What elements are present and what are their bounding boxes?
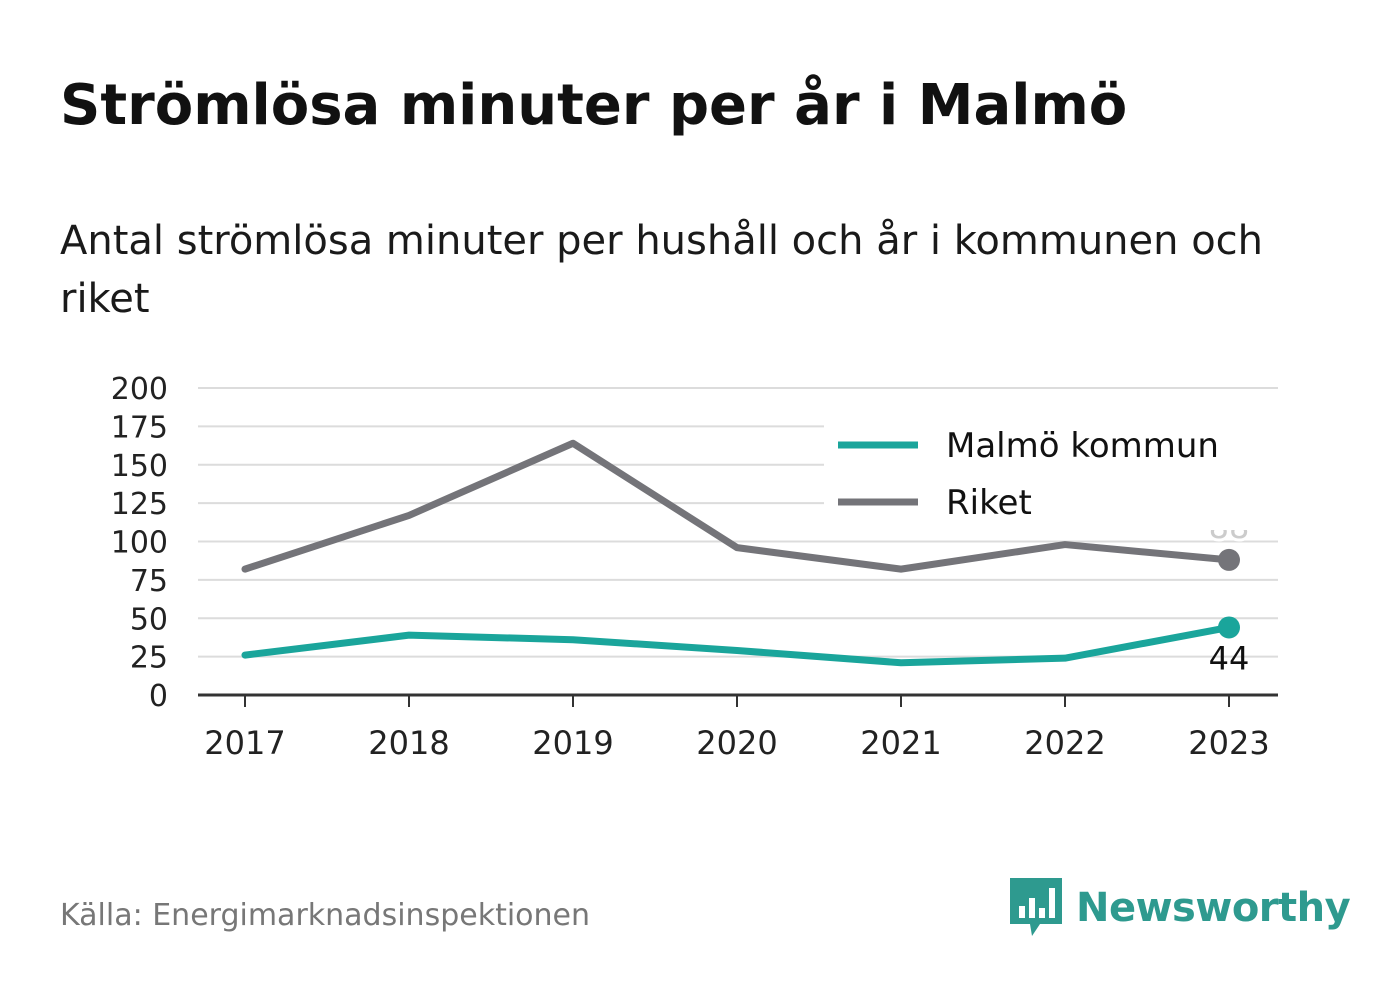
end-value-label: 44 (1209, 639, 1250, 677)
x-tick-label: 2017 (204, 724, 285, 762)
y-tick-label: 175 (111, 410, 168, 445)
bar-chart-speech-bubble-icon (1010, 878, 1062, 936)
series-end-point (1218, 616, 1240, 639)
brand-name: Newsworthy (1076, 885, 1351, 931)
newsworthy-logo: Newsworthy (1010, 878, 1351, 938)
legend-label: Malmö kommun (946, 426, 1219, 466)
legend-background (824, 420, 1280, 530)
y-tick-label: 100 (111, 526, 168, 561)
chart-subtitle: Antal strömlösa minuter per hushåll och … (60, 218, 1264, 322)
y-tick-label: 200 (111, 372, 168, 407)
x-tick-label: 2022 (1024, 724, 1105, 762)
series-line-malmo (241, 623, 1233, 667)
legend: Malmö kommun Riket (824, 420, 1280, 530)
y-tick-label: 0 (149, 679, 168, 714)
y-tick-label: 150 (111, 449, 168, 484)
x-tick-label: 2019 (532, 724, 613, 762)
series-end-point (1218, 548, 1240, 571)
y-tick-label: 75 (130, 564, 168, 599)
legend-label: Riket (946, 483, 1032, 523)
x-tick-label: 2021 (860, 724, 941, 762)
chart-title: Strömlösa minuter per år i Malmö (60, 73, 1128, 138)
x-tick-label: 2018 (368, 724, 449, 762)
x-tick-label: 2020 (696, 724, 777, 762)
series-line-riket (241, 439, 1233, 573)
y-tick-label: 50 (130, 602, 168, 637)
x-tick-label: 2023 (1188, 724, 1269, 762)
y-tick-label: 125 (111, 487, 168, 522)
source-note: Källa: Energimarknadsinspektionen (60, 898, 591, 933)
x-axis: 2017 2018 2019 2020 2021 2022 2023 (198, 693, 1278, 762)
y-tick-label: 25 (130, 641, 168, 676)
